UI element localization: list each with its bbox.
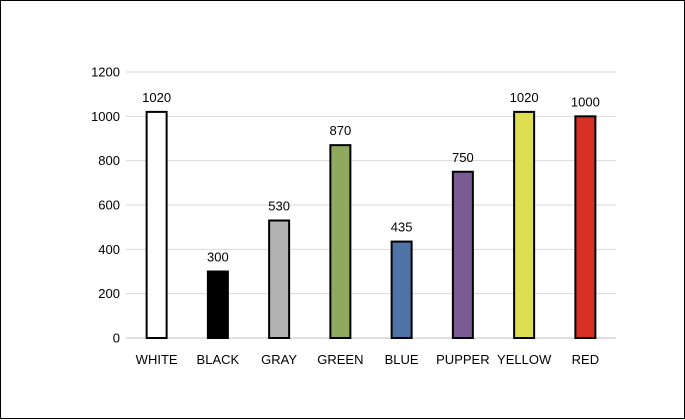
data-label-green: 870 — [330, 123, 352, 138]
bars — [145, 110, 597, 340]
bar-black — [206, 270, 229, 339]
bar-pupper — [451, 170, 474, 339]
data-label-red: 1000 — [571, 94, 600, 109]
bar-red — [574, 115, 597, 340]
category-label-yellow: YELLOW — [497, 352, 552, 367]
data-label-black: 300 — [207, 250, 229, 265]
bar-white — [145, 110, 168, 340]
bar-green — [329, 144, 352, 339]
category-label-blue: BLUE — [385, 352, 419, 367]
gridlines — [126, 71, 616, 339]
data-label-gray: 530 — [268, 199, 290, 214]
y-tick-label: 0 — [113, 331, 120, 346]
category-label-white: WHITE — [136, 352, 178, 367]
y-tick-label: 400 — [98, 242, 120, 257]
bar-blue — [390, 240, 413, 339]
category-label-green: GREEN — [317, 352, 363, 367]
data-label-yellow: 1020 — [510, 90, 539, 105]
y-tick-label: 1200 — [91, 65, 120, 80]
bar-gray — [268, 219, 291, 339]
data-label-blue: 435 — [391, 220, 413, 235]
y-tick-label: 200 — [98, 286, 120, 301]
category-label-pupper: PUPPER — [436, 352, 489, 367]
data-label-pupper: 750 — [452, 150, 474, 165]
bar-yellow — [513, 110, 536, 340]
data-labels: 1020 300 530 870 435 750 1020 1000 — [142, 90, 600, 265]
y-tick-label: 1000 — [91, 109, 120, 124]
y-tick-label: 600 — [98, 198, 120, 213]
data-label-white: 1020 — [142, 90, 171, 105]
x-axis-categories: WHITE BLACK GRAY GREEN BLUE PUPPER YELLOW RED — [136, 352, 599, 367]
category-label-red: RED — [572, 352, 599, 367]
category-label-black: BLACK — [197, 352, 240, 367]
y-tick-label: 800 — [98, 153, 120, 168]
y-axis-ticks: 0 200 400 600 800 1000 1200 — [91, 65, 120, 346]
category-label-gray: GRAY — [261, 352, 297, 367]
